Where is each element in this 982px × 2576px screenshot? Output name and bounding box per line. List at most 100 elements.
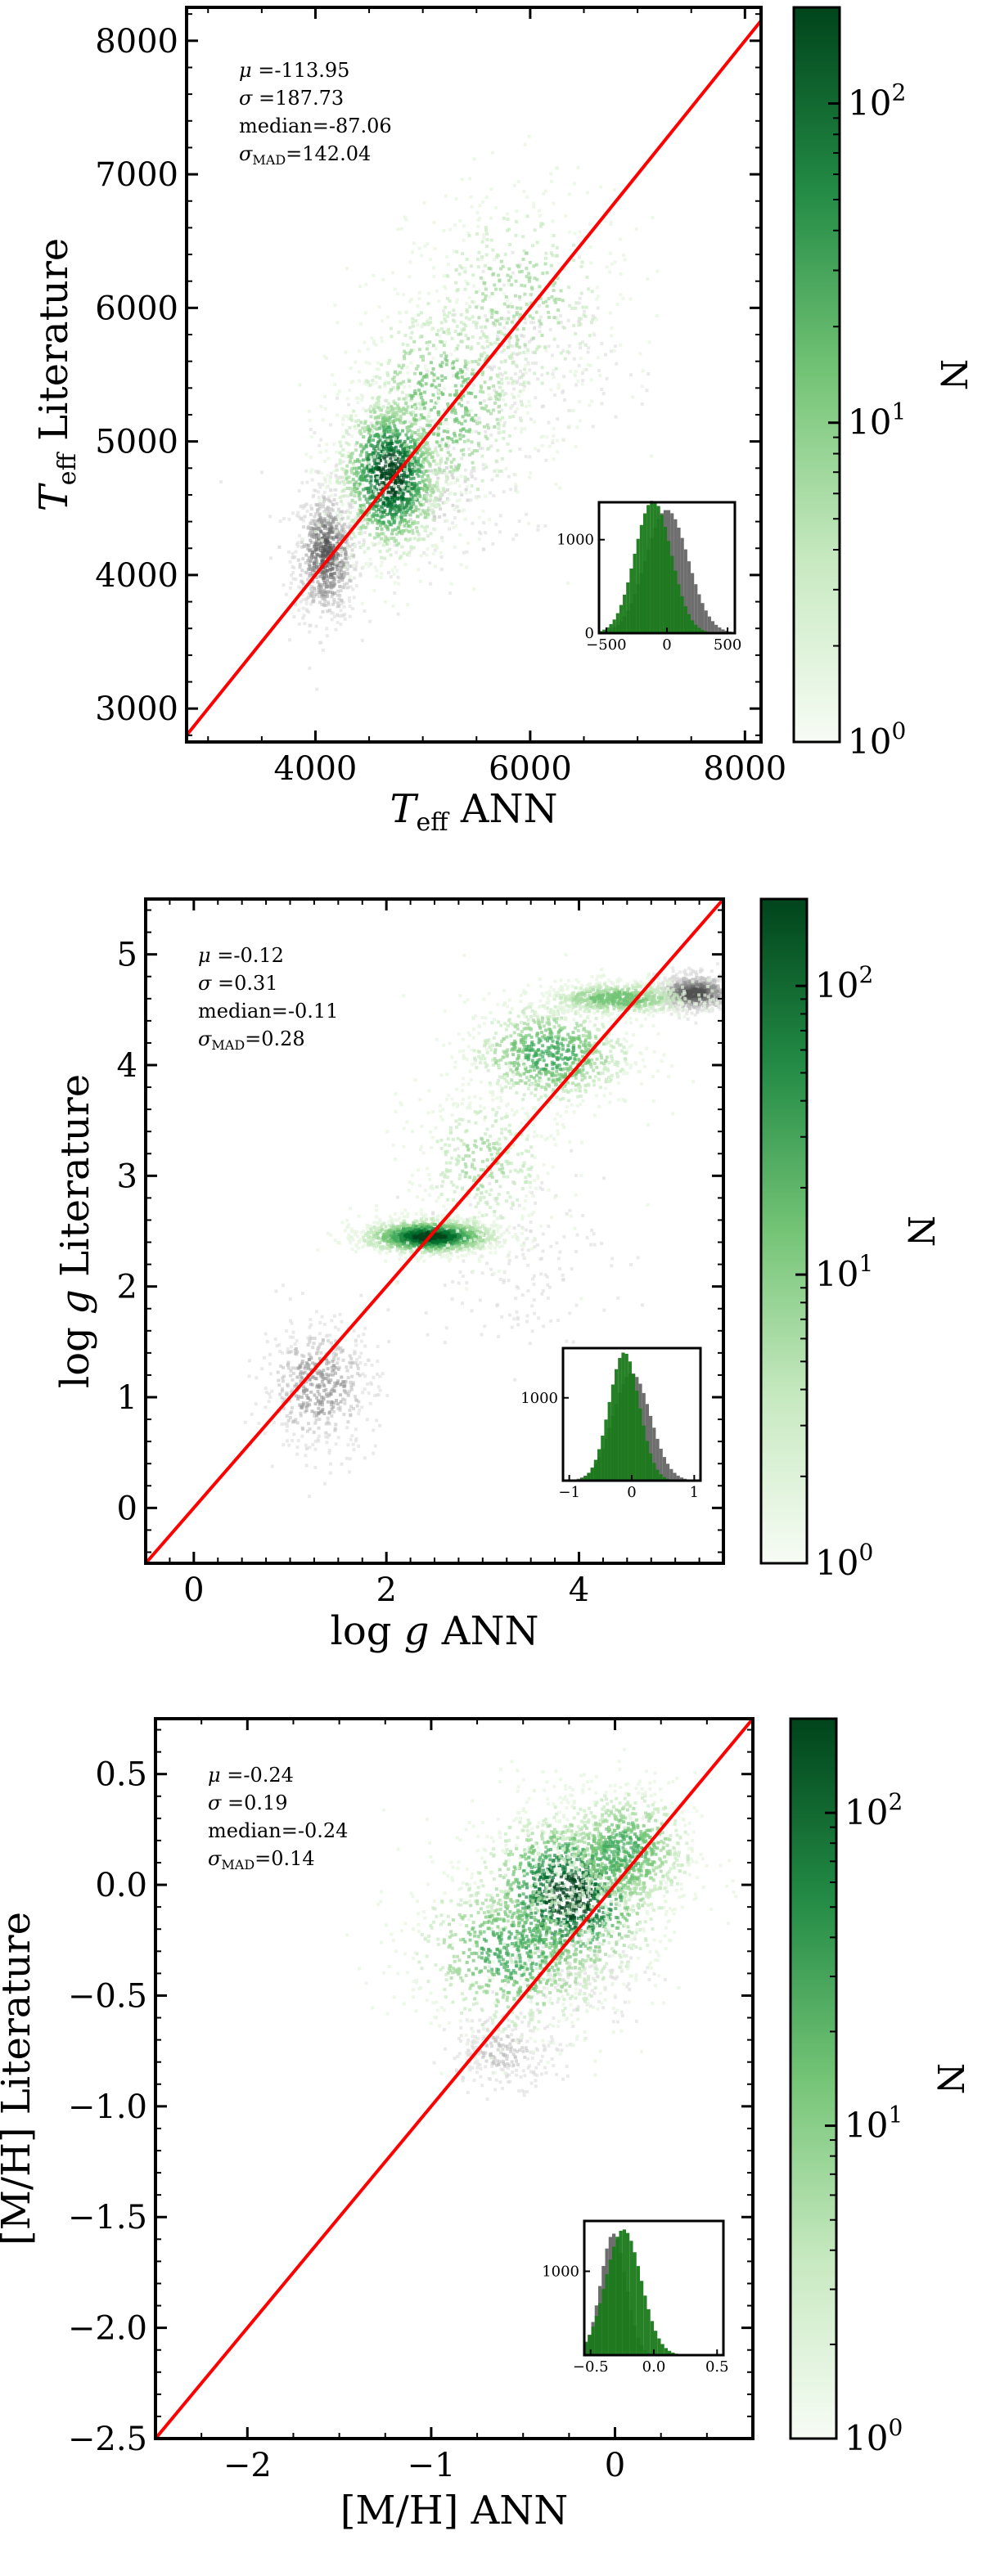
- gray-0-cell: [303, 543, 307, 547]
- gray-1-cell: [306, 1336, 310, 1340]
- gray-0-cell: [317, 482, 321, 486]
- gray-1-cell: [334, 1365, 338, 1369]
- green-0-cell: [588, 363, 592, 367]
- gray-1-cell: [285, 1424, 289, 1428]
- gray-1-cell: [348, 1457, 352, 1461]
- green-0-cell: [412, 403, 417, 407]
- green-0-cell: [357, 526, 361, 530]
- green-0-cell: [384, 464, 388, 468]
- green-0-cell: [378, 420, 382, 425]
- gray-1-cell: [322, 1481, 327, 1486]
- green-0-cell: [449, 465, 453, 469]
- green-0-cell: [340, 466, 344, 470]
- green-0-cell: [489, 395, 493, 399]
- gray-0-cell: [491, 542, 495, 546]
- gray-1-cell: [336, 1367, 340, 1371]
- green-0-cell: [376, 367, 381, 371]
- gray-0-cell: [450, 473, 454, 477]
- green-0-cell: [497, 273, 501, 277]
- gray-0-cell: [340, 534, 344, 538]
- green-0-cell: [510, 283, 514, 287]
- gray-1-cell: [322, 1396, 326, 1400]
- green-0-cell: [422, 406, 426, 410]
- green-0-cell: [528, 314, 532, 318]
- green-0-cell: [487, 409, 491, 413]
- gray-0-cell: [373, 542, 377, 546]
- green-0-cell: [359, 526, 363, 530]
- green-0-cell: [424, 382, 428, 386]
- green-0-cell: [393, 380, 397, 384]
- gray-1-cell: [363, 1374, 367, 1378]
- green-0-cell: [366, 501, 370, 505]
- green-0-cell: [490, 315, 494, 319]
- green-0-cell: [381, 494, 385, 498]
- green-0-cell: [393, 424, 397, 428]
- green-0-cell: [540, 366, 544, 370]
- green-0-cell: [354, 490, 358, 494]
- green-0-cell: [358, 497, 362, 501]
- green-0-cell: [493, 323, 497, 327]
- green-0-cell: [362, 447, 366, 451]
- green-0-cell: [564, 214, 568, 218]
- gray-1-cell: [334, 1442, 338, 1446]
- gray-0-cell: [332, 614, 336, 618]
- gray-0-cell: [349, 537, 354, 541]
- green-0-cell: [377, 542, 381, 546]
- green-0-cell: [544, 299, 548, 303]
- gray-0-cell: [309, 538, 313, 542]
- gray-1-cell: [277, 1378, 281, 1382]
- green-0-cell: [436, 376, 440, 380]
- green-0-cell: [344, 455, 348, 459]
- gray-0-cell: [347, 402, 351, 407]
- gray-1-cell: [329, 1378, 333, 1382]
- gray-0-cell: [446, 488, 450, 492]
- gray-0-cell: [318, 513, 322, 517]
- teff-stat-mu: μ =-113.95: [239, 59, 349, 82]
- green-0-cell: [426, 474, 430, 478]
- green-0-cell: [430, 544, 435, 548]
- gray-1-cell: [317, 1434, 321, 1438]
- green-0-cell: [412, 456, 417, 460]
- gray-0-cell: [321, 555, 325, 559]
- green-0-cell: [539, 222, 543, 226]
- green-0-cell: [403, 497, 408, 501]
- gray-0-cell: [336, 601, 340, 605]
- gray-0-cell: [296, 585, 300, 589]
- green-0-cell: [432, 379, 436, 383]
- green-0-cell: [369, 443, 373, 447]
- green-0-cell: [417, 348, 421, 352]
- gray-0-cell: [336, 589, 340, 593]
- gray-1-cell: [308, 1445, 312, 1450]
- green-0-cell: [445, 332, 449, 336]
- gray-0-cell: [327, 590, 331, 594]
- green-0-cell: [504, 467, 508, 471]
- green-0-cell: [427, 447, 431, 452]
- gray-0-cell: [547, 420, 551, 425]
- gray-0-cell: [294, 602, 298, 606]
- green-0-cell: [390, 532, 394, 536]
- gray-1-cell: [289, 1391, 293, 1395]
- gray-1-cell: [330, 1407, 334, 1411]
- green-0-cell: [361, 482, 365, 486]
- gray-1-cell: [349, 1405, 353, 1409]
- gray-0-cell: [340, 569, 344, 573]
- green-0-cell: [396, 440, 400, 444]
- green-0-cell: [411, 445, 415, 449]
- green-0-cell: [392, 411, 396, 415]
- gray-0-cell: [324, 574, 328, 578]
- green-0-cell: [496, 254, 500, 258]
- green-0-cell: [492, 384, 496, 389]
- green-0-cell: [396, 382, 400, 386]
- green-0-cell: [354, 448, 358, 452]
- green-0-cell: [420, 324, 424, 328]
- gray-1-cell: [356, 1367, 360, 1371]
- green-0-cell: [471, 419, 475, 423]
- green-0-cell: [358, 529, 363, 533]
- green-0-cell: [417, 463, 421, 467]
- green-0-cell: [457, 402, 462, 406]
- gray-1-cell: [341, 1358, 345, 1362]
- green-0-cell: [373, 479, 377, 483]
- green-0-cell: [339, 444, 343, 448]
- green-0-cell: [399, 416, 403, 420]
